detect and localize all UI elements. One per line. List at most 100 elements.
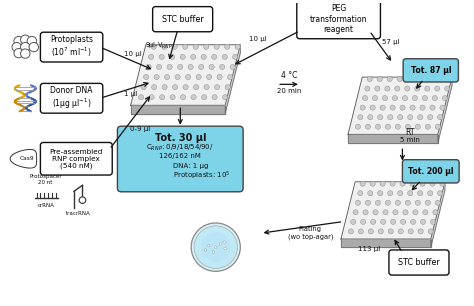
Circle shape: [170, 95, 175, 100]
Circle shape: [196, 74, 201, 80]
Circle shape: [207, 74, 212, 80]
Circle shape: [410, 219, 416, 224]
Circle shape: [438, 115, 443, 120]
Polygon shape: [131, 45, 240, 105]
Circle shape: [435, 86, 440, 91]
Circle shape: [365, 124, 371, 129]
Polygon shape: [10, 149, 36, 168]
Polygon shape: [438, 77, 452, 143]
Circle shape: [412, 95, 418, 101]
Circle shape: [408, 115, 413, 120]
FancyBboxPatch shape: [297, 0, 381, 39]
Circle shape: [356, 124, 361, 129]
FancyBboxPatch shape: [153, 7, 213, 32]
Polygon shape: [431, 182, 445, 247]
Circle shape: [385, 124, 391, 129]
Circle shape: [151, 44, 156, 49]
Circle shape: [199, 64, 204, 69]
Circle shape: [228, 74, 233, 80]
Text: RT: RT: [405, 128, 414, 137]
Circle shape: [397, 76, 402, 82]
Circle shape: [403, 210, 408, 215]
Circle shape: [365, 200, 371, 205]
Circle shape: [415, 124, 420, 129]
Circle shape: [373, 210, 378, 215]
Circle shape: [435, 124, 440, 129]
Circle shape: [368, 115, 373, 120]
Circle shape: [425, 200, 430, 205]
Circle shape: [79, 197, 86, 203]
Circle shape: [418, 229, 423, 234]
Circle shape: [363, 210, 368, 215]
Circle shape: [159, 54, 164, 59]
Circle shape: [438, 191, 443, 196]
Text: 10 µl: 10 µl: [124, 51, 142, 57]
Text: Cas9: Cas9: [19, 156, 34, 161]
Circle shape: [27, 36, 36, 46]
Circle shape: [222, 54, 227, 59]
Circle shape: [365, 86, 370, 91]
Text: PEG
transformation
reagent: PEG transformation reagent: [310, 4, 367, 34]
Circle shape: [410, 105, 415, 110]
Circle shape: [230, 64, 235, 69]
Circle shape: [395, 200, 401, 205]
Circle shape: [233, 54, 238, 59]
Circle shape: [224, 247, 227, 250]
Circle shape: [437, 76, 442, 82]
Circle shape: [428, 229, 433, 234]
Circle shape: [378, 229, 383, 234]
Circle shape: [194, 226, 237, 268]
Circle shape: [440, 181, 445, 186]
Circle shape: [360, 105, 365, 110]
Text: tracrRNA: tracrRNA: [66, 211, 91, 216]
Circle shape: [420, 181, 425, 186]
Circle shape: [380, 181, 385, 186]
Circle shape: [432, 95, 438, 101]
Circle shape: [388, 191, 393, 196]
Circle shape: [172, 44, 177, 49]
Circle shape: [373, 95, 378, 101]
Circle shape: [370, 181, 375, 186]
Circle shape: [219, 243, 222, 245]
Circle shape: [427, 76, 432, 82]
Circle shape: [360, 181, 365, 186]
Circle shape: [428, 115, 433, 120]
Circle shape: [415, 86, 420, 91]
Circle shape: [442, 95, 447, 101]
Text: 113 µl: 113 µl: [358, 245, 381, 252]
Text: 126/162 nM: 126/162 nM: [159, 152, 201, 159]
Circle shape: [430, 105, 435, 110]
Circle shape: [383, 210, 388, 215]
Circle shape: [154, 74, 159, 80]
Circle shape: [381, 219, 386, 224]
Circle shape: [433, 210, 438, 215]
Circle shape: [223, 241, 226, 243]
Circle shape: [358, 191, 363, 196]
Circle shape: [148, 54, 154, 59]
Circle shape: [423, 210, 428, 215]
Circle shape: [378, 115, 383, 120]
Circle shape: [393, 210, 398, 215]
Circle shape: [191, 54, 196, 59]
Circle shape: [204, 249, 207, 251]
Circle shape: [398, 115, 403, 120]
Text: 5 min: 5 min: [400, 137, 419, 143]
Circle shape: [178, 64, 183, 69]
Text: 57 µl: 57 µl: [382, 39, 400, 46]
Circle shape: [388, 115, 393, 120]
Circle shape: [156, 64, 162, 69]
Circle shape: [390, 105, 395, 110]
Circle shape: [20, 49, 30, 58]
Circle shape: [383, 95, 388, 101]
Circle shape: [375, 86, 380, 91]
Circle shape: [398, 229, 403, 234]
Text: DNA: 1 µg: DNA: 1 µg: [173, 163, 209, 169]
Polygon shape: [225, 45, 240, 114]
Circle shape: [378, 191, 383, 196]
Text: Tot. 87 µl: Tot. 87 µl: [410, 66, 451, 75]
FancyBboxPatch shape: [403, 59, 458, 82]
Text: 1 µl: 1 µl: [124, 91, 137, 97]
Circle shape: [201, 233, 230, 262]
Circle shape: [371, 219, 376, 224]
Text: STC buffer: STC buffer: [398, 258, 440, 267]
